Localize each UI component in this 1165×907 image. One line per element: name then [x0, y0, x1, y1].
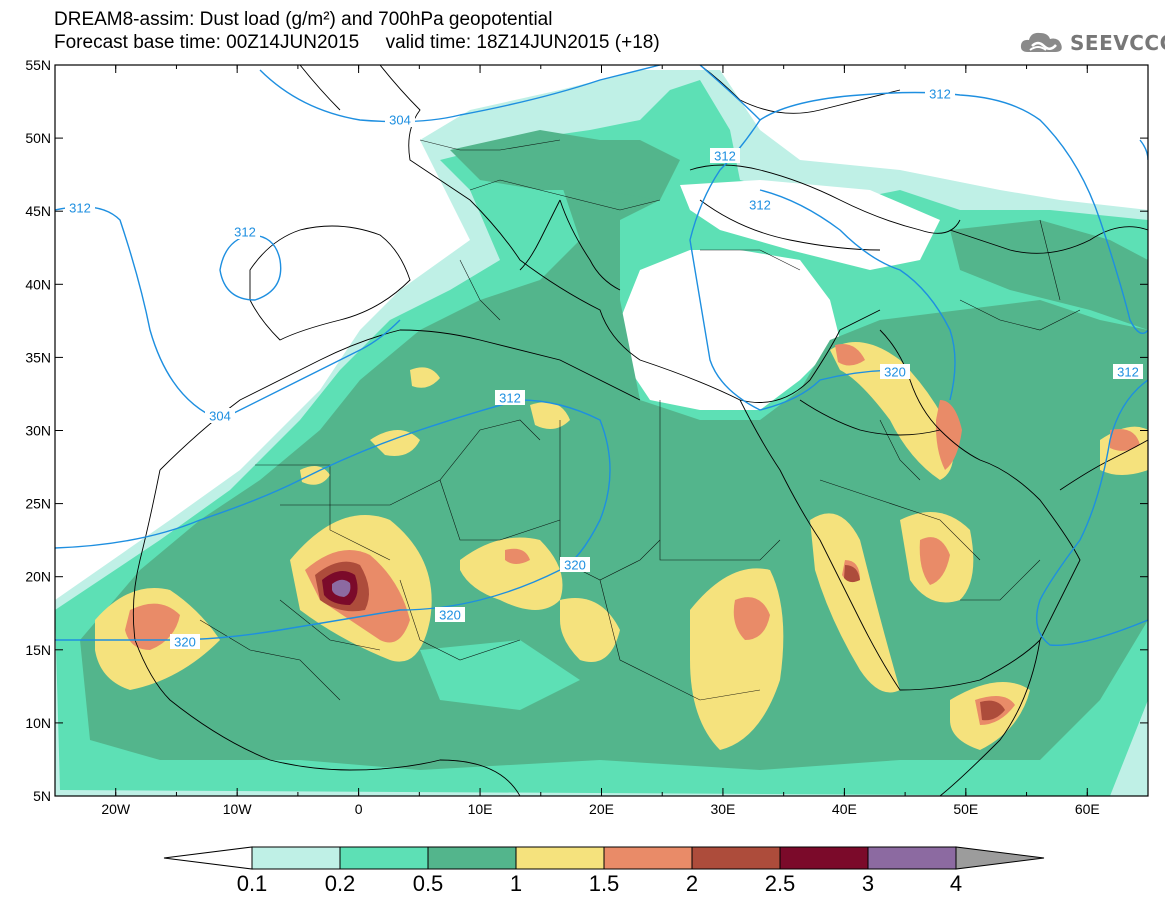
axis-ticks — [54, 64, 1149, 797]
lon-label: 40E — [832, 801, 857, 817]
lat-label: 35N — [25, 349, 51, 365]
map-title-line2: Forecast base time: 00Z14JUN2015 valid t… — [54, 32, 660, 53]
colorbar-label: 3 — [862, 871, 874, 896]
contour-label: 304 — [389, 113, 411, 128]
colorbar-segment — [867, 846, 957, 870]
axis-label-group: 55N 50N 45N 40N 35N 30N 25N 20N 15N 10N 5N 20W 10W 0 1… — [25, 57, 1099, 817]
colorbar-label: 0.2 — [325, 871, 356, 896]
lon-label: 0 — [355, 801, 363, 817]
dust-fill-layer — [55, 65, 1148, 796]
colorbar-segment — [251, 846, 341, 870]
lat-label: 40N — [25, 276, 51, 292]
colorbar-segment — [427, 846, 517, 870]
contour-label: 320 — [564, 558, 586, 573]
logo-text: SEEVCCC — [1070, 31, 1165, 55]
border-layer — [199, 139, 1081, 701]
lon-label: 10E — [468, 801, 493, 817]
colorbar-label: 2 — [686, 871, 698, 896]
lat-label: 15N — [25, 642, 51, 658]
colorbar-segment — [691, 846, 781, 870]
contour-label: 320 — [439, 608, 461, 623]
lat-label: 20N — [25, 569, 51, 585]
contour-label-group: 304 312 312 304 312 320 320 320 312 312 312 320 312 — [65, 86, 1143, 650]
contour-label: 312 — [749, 198, 771, 213]
colorbar-extend-high — [955, 846, 1045, 870]
colorbar-label: 0.1 — [237, 871, 268, 896]
contour-label: 312 — [499, 391, 521, 406]
lon-label: 20E — [589, 801, 614, 817]
lon-label: 30E — [710, 801, 735, 817]
lon-label: 10W — [223, 801, 253, 817]
colorbar: 0.1 0.2 0.5 1 1.5 2 2.5 3 4 — [163, 846, 1045, 896]
lon-label: 20W — [101, 801, 131, 817]
cloud-icon — [1020, 32, 1062, 52]
colorbar-label: 4 — [950, 871, 962, 896]
contour-label: 312 — [1117, 365, 1139, 380]
colorbar-segment — [779, 846, 869, 870]
colorbar-segment — [603, 846, 693, 870]
seevccc-logo: SEEVCCC — [1018, 26, 1165, 60]
map-title-line1: DREAM8-assim: Dust load (g/m²) and 700hP… — [54, 9, 553, 30]
colorbar-label: 1.5 — [589, 871, 620, 896]
contour-label: 304 — [209, 409, 231, 424]
contour-label: 312 — [714, 149, 736, 164]
contour-label: 312 — [69, 201, 91, 216]
lon-label: 50E — [953, 801, 978, 817]
contour-label: 320 — [884, 365, 906, 380]
lon-label: 60E — [1075, 801, 1100, 817]
contour-label: 320 — [174, 635, 196, 650]
colorbar-extend-low — [163, 846, 253, 870]
lat-label: 55N — [25, 57, 51, 73]
lat-label: 50N — [25, 130, 51, 146]
colorbar-segment — [515, 846, 605, 870]
contour-label: 312 — [929, 87, 951, 102]
colorbar-label: 2.5 — [765, 871, 796, 896]
contour-label: 312 — [234, 225, 256, 240]
lat-label: 30N — [25, 423, 51, 439]
lat-label: 45N — [25, 203, 51, 219]
lat-label: 5N — [33, 788, 51, 804]
geopotential-contours — [55, 65, 1148, 646]
colorbar-label: 1 — [510, 871, 522, 896]
coastline-layer — [132, 65, 1148, 796]
lat-label: 25N — [25, 496, 51, 512]
lat-label: 10N — [25, 715, 51, 731]
colorbar-segment — [339, 846, 429, 870]
colorbar-label: 0.5 — [413, 871, 444, 896]
